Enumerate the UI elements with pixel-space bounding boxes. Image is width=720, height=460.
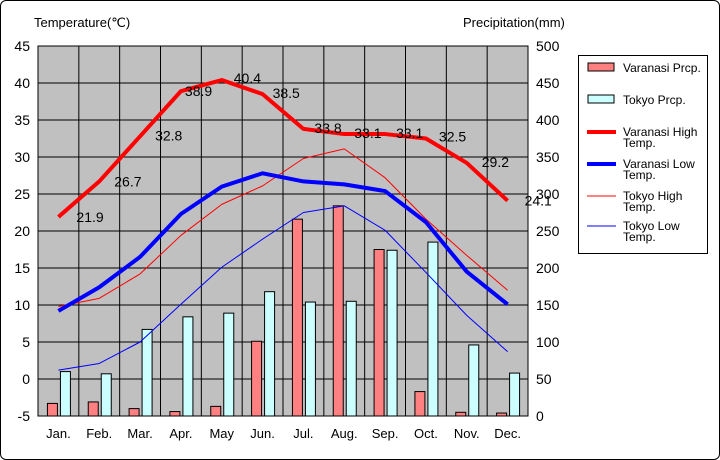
data-label: 26.7: [114, 173, 141, 189]
line-tokyo-low-temp-: [58, 205, 508, 371]
right-tick-label: 500: [536, 38, 560, 54]
bar-tokyo-prcp-: [100, 373, 112, 417]
bar-tokyo-prcp-: [223, 312, 235, 417]
legend-item-tokyo-prcp: Tokyo Prcp.: [585, 92, 709, 122]
right-tick-label: 450: [536, 75, 560, 91]
data-label: 33.8: [314, 120, 341, 136]
legend-label-tokyo-prcp: Tokyo Prcp.: [623, 93, 686, 107]
left-tick-label: 15: [14, 260, 30, 276]
x-tick-label: Nov.: [454, 426, 480, 441]
legend-item-varanasi-high: Varanasi High Temp.: [585, 125, 709, 155]
legend-swatch-tokyo-high: [587, 195, 616, 197]
bar-varanasi-prcp-: [291, 218, 303, 417]
bar-varanasi-prcp-: [373, 249, 385, 417]
left-tick-label: 5: [22, 334, 30, 350]
right-tick-label: 400: [536, 112, 560, 128]
left-tick-label: 45: [14, 38, 30, 54]
bar-varanasi-prcp-: [46, 402, 58, 417]
right-tick-label: 200: [536, 260, 560, 276]
line-varanasi-low-temp-: [57, 171, 509, 313]
left-axis-title: Temperature(℃): [34, 15, 131, 30]
bar-tokyo-prcp-: [182, 316, 194, 417]
bar-tokyo-prcp-: [509, 372, 521, 417]
bar-tokyo-prcp-: [59, 371, 71, 417]
bar-varanasi-prcp-: [414, 391, 426, 417]
legend-swatch-varanasi-high: [587, 130, 616, 134]
bar-varanasi-prcp-: [128, 408, 140, 417]
data-label: 33.1: [354, 125, 381, 141]
x-tick-label: Aug.: [331, 426, 358, 441]
legend-item-varanasi-prcp: Varanasi Prcp.: [585, 60, 709, 90]
x-tick-label: Jun.: [250, 426, 275, 441]
legend-label-varanasi-low: Varanasi Low Temp.: [623, 157, 695, 182]
legend-swatch-tokyo-prcp: [587, 94, 615, 104]
data-label: 21.9: [76, 209, 103, 225]
legend-label-varanasi-prcp: Varanasi Prcp.: [623, 61, 701, 75]
bar-tokyo-prcp-: [264, 291, 276, 417]
bar-varanasi-prcp-: [332, 205, 344, 417]
right-tick-label: 250: [536, 223, 560, 239]
bar-tokyo-prcp-: [141, 328, 153, 417]
right-tick-label: 150: [536, 297, 560, 313]
bar-varanasi-prcp-: [210, 405, 222, 417]
bar-tokyo-prcp-: [427, 241, 439, 417]
legend-label-tokyo-high: Tokyo High Temp.: [623, 189, 683, 214]
left-tick-label: -5: [18, 408, 31, 424]
x-tick-label: Jan.: [46, 426, 71, 441]
legend-swatch-tokyo-low: [587, 225, 616, 227]
legend-swatch-varanasi-prcp: [587, 62, 615, 72]
data-label: 38.5: [273, 85, 300, 101]
right-tick-label: 350: [536, 149, 560, 165]
data-label: 32.5: [439, 129, 466, 145]
bar-tokyo-prcp-: [468, 344, 480, 417]
legend-item-varanasi-low: Varanasi Low Temp.: [585, 157, 709, 187]
data-label: 24.1: [525, 193, 552, 209]
data-label: 32.8: [155, 127, 182, 143]
x-tick-label: Oct.: [414, 426, 438, 441]
x-tick-label: Jul.: [293, 426, 313, 441]
left-tick-label: 30: [14, 149, 30, 165]
x-tick-label: Sep.: [372, 426, 399, 441]
bar-varanasi-prcp-: [496, 412, 508, 417]
bar-varanasi-prcp-: [87, 401, 99, 417]
right-tick-label: 50: [536, 371, 552, 387]
plot-border: [37, 45, 529, 417]
line-varanasi-high-temp-: [57, 78, 509, 219]
left-tick-label: 40: [14, 75, 30, 91]
legend: Varanasi Prcp. Tokyo Prcp. Varanasi High…: [578, 55, 708, 254]
right-axis-title: Precipitation(mm): [463, 15, 565, 30]
bar-tokyo-prcp-: [304, 301, 316, 417]
data-label: 33.1: [396, 125, 423, 141]
left-tick-label: 20: [14, 223, 30, 239]
right-tick-label: 0: [536, 408, 544, 424]
bar-varanasi-prcp-: [251, 340, 263, 417]
right-tick-label: 300: [536, 186, 560, 202]
bar-varanasi-prcp-: [169, 411, 181, 417]
x-tick-label: Apr.: [169, 426, 192, 441]
x-tick-label: Mar.: [127, 426, 152, 441]
legend-swatch-varanasi-low: [587, 162, 616, 166]
data-label: 38.9: [185, 83, 212, 99]
x-tick-label: Feb.: [86, 426, 112, 441]
x-tick-label: May: [209, 426, 234, 441]
right-tick-label: 100: [536, 334, 560, 350]
bar-tokyo-prcp-: [345, 300, 357, 417]
legend-item-tokyo-high: Tokyo High Temp.: [585, 189, 709, 219]
data-label: 40.4: [234, 70, 261, 86]
legend-label-tokyo-low: Tokyo Low Temp.: [623, 219, 680, 244]
bar-tokyo-prcp-: [386, 249, 398, 417]
x-tick-label: Dec.: [494, 426, 521, 441]
legend-label-varanasi-high: Varanasi High Temp.: [623, 125, 698, 150]
left-tick-label: 0: [22, 371, 30, 387]
left-tick-label: 35: [14, 112, 30, 128]
data-label: 29.2: [482, 154, 509, 170]
legend-item-tokyo-low: Tokyo Low Temp.: [585, 219, 709, 249]
line-tokyo-high-temp-: [58, 148, 508, 307]
left-tick-label: 25: [14, 186, 30, 202]
left-tick-label: 10: [14, 297, 30, 313]
bar-varanasi-prcp-: [455, 411, 467, 417]
